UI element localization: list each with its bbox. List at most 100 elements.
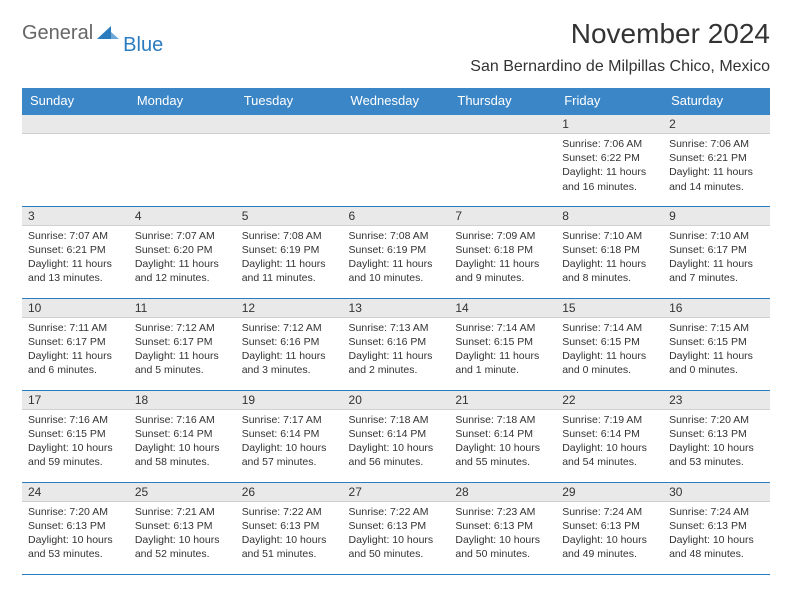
calendar-day-cell: 7Sunrise: 7:09 AMSunset: 6:18 PMDaylight…	[449, 206, 556, 298]
calendar-empty-cell	[449, 114, 556, 206]
calendar-day-cell: 8Sunrise: 7:10 AMSunset: 6:18 PMDaylight…	[556, 206, 663, 298]
calendar-day-cell: 6 Sunrise: 7:08 AMSunset: 6:19 PMDaylight…	[343, 206, 450, 298]
day-number: 6	[343, 207, 450, 226]
day-detail-line: Sunrise: 7:16 AM	[28, 413, 123, 427]
day-detail-line: Sunset: 6:14 PM	[455, 427, 550, 441]
logo-text-gray: General	[22, 22, 93, 45]
day-details	[449, 134, 556, 194]
calendar-day-cell: 25Sunrise: 7:21 AMSunset: 6:13 PMDayligh…	[129, 482, 236, 574]
day-details: Sunrise: 7:07 AMSunset: 6:20 PMDaylight:…	[129, 226, 236, 290]
day-header: Friday	[556, 88, 663, 114]
page-header: General Blue November 2024 San Bernardin…	[22, 18, 770, 76]
day-details: Sunrise: 7:10 AMSunset: 6:18 PMDaylight:…	[556, 226, 663, 290]
day-detail-line: Daylight: 11 hours and 14 minutes.	[669, 165, 764, 193]
day-details: Sunrise: 7:14 AMSunset: 6:15 PMDaylight:…	[449, 318, 556, 382]
day-detail-line: Sunset: 6:13 PM	[349, 519, 444, 533]
day-details: Sunrise: 7:17 AMSunset: 6:14 PMDaylight:…	[236, 410, 343, 474]
day-detail-line: Daylight: 11 hours and 8 minutes.	[562, 257, 657, 285]
calendar-week-row: 17Sunrise: 7:16 AMSunset: 6:15 PMDayligh…	[22, 390, 770, 482]
calendar-day-cell: 9Sunrise: 7:10 AMSunset: 6:17 PMDaylight…	[663, 206, 770, 298]
day-detail-line: Sunrise: 7:07 AM	[28, 229, 123, 243]
day-number: 5	[236, 207, 343, 226]
day-detail-line: Sunrise: 7:22 AM	[242, 505, 337, 519]
calendar-day-cell: 28Sunrise: 7:23 AMSunset: 6:13 PMDayligh…	[449, 482, 556, 574]
day-number: 1	[556, 115, 663, 134]
day-detail-line: Sunrise: 7:20 AM	[28, 505, 123, 519]
calendar-day-cell: 5Sunrise: 7:08 AMSunset: 6:19 PMDaylight…	[236, 206, 343, 298]
day-detail-line: Daylight: 10 hours and 52 minutes.	[135, 533, 230, 561]
day-detail-line: Daylight: 10 hours and 55 minutes.	[455, 441, 550, 469]
day-detail-line: Sunset: 6:18 PM	[562, 243, 657, 257]
day-detail-line: Sunset: 6:14 PM	[135, 427, 230, 441]
day-detail-line: Sunrise: 7:21 AM	[135, 505, 230, 519]
day-detail-line: Sunrise: 7:15 AM	[669, 321, 764, 335]
day-detail-line: Sunrise: 7:24 AM	[562, 505, 657, 519]
day-detail-line: Sunset: 6:19 PM	[349, 243, 444, 257]
day-detail-line: Sunrise: 7:18 AM	[349, 413, 444, 427]
day-detail-line: Sunset: 6:13 PM	[669, 519, 764, 533]
calendar-day-cell: 4Sunrise: 7:07 AMSunset: 6:20 PMDaylight…	[129, 206, 236, 298]
day-detail-line: Sunrise: 7:16 AM	[135, 413, 230, 427]
day-number: 23	[663, 391, 770, 410]
calendar-day-cell: 16Sunrise: 7:15 AMSunset: 6:15 PMDayligh…	[663, 298, 770, 390]
day-header: Thursday	[449, 88, 556, 114]
day-detail-line: Daylight: 10 hours and 57 minutes.	[242, 441, 337, 469]
day-detail-line: Sunrise: 7:09 AM	[455, 229, 550, 243]
day-number: 24	[22, 483, 129, 502]
day-detail-line: Sunrise: 7:08 AM	[349, 229, 444, 243]
day-details: Sunrise: 7:14 AMSunset: 6:15 PMDaylight:…	[556, 318, 663, 382]
day-number: 22	[556, 391, 663, 410]
calendar-day-cell: 18Sunrise: 7:16 AMSunset: 6:14 PMDayligh…	[129, 390, 236, 482]
day-detail-line: Sunset: 6:16 PM	[349, 335, 444, 349]
day-detail-line: Sunset: 6:20 PM	[135, 243, 230, 257]
day-details	[22, 134, 129, 194]
day-detail-line: Sunrise: 7:12 AM	[135, 321, 230, 335]
day-number: 4	[129, 207, 236, 226]
day-number: 28	[449, 483, 556, 502]
day-number: 20	[343, 391, 450, 410]
day-details: Sunrise: 7:20 AMSunset: 6:13 PMDaylight:…	[22, 502, 129, 566]
day-detail-line: Daylight: 10 hours and 56 minutes.	[349, 441, 444, 469]
calendar-day-cell: 27Sunrise: 7:22 AMSunset: 6:13 PMDayligh…	[343, 482, 450, 574]
day-detail-line: Daylight: 10 hours and 59 minutes.	[28, 441, 123, 469]
day-detail-line: Daylight: 10 hours and 53 minutes.	[669, 441, 764, 469]
calendar-day-cell: 2Sunrise: 7:06 AMSunset: 6:21 PMDaylight…	[663, 114, 770, 206]
day-number: 27	[343, 483, 450, 502]
day-detail-line: Daylight: 11 hours and 10 minutes.	[349, 257, 444, 285]
day-details: Sunrise: 7:16 AMSunset: 6:15 PMDaylight:…	[22, 410, 129, 474]
calendar-week-row: 1Sunrise: 7:06 AMSunset: 6:22 PMDaylight…	[22, 114, 770, 206]
calendar-day-cell: 30Sunrise: 7:24 AMSunset: 6:13 PMDayligh…	[663, 482, 770, 574]
calendar-day-cell: 13Sunrise: 7:13 AMSunset: 6:16 PMDayligh…	[343, 298, 450, 390]
month-title: November 2024	[470, 18, 770, 50]
day-details: Sunrise: 7:23 AMSunset: 6:13 PMDaylight:…	[449, 502, 556, 566]
day-header: Wednesday	[343, 88, 450, 114]
day-details: Sunrise: 7:10 AMSunset: 6:17 PMDaylight:…	[663, 226, 770, 290]
calendar-day-cell: 23Sunrise: 7:20 AMSunset: 6:13 PMDayligh…	[663, 390, 770, 482]
day-detail-line: Sunset: 6:17 PM	[669, 243, 764, 257]
day-detail-line: Daylight: 11 hours and 0 minutes.	[562, 349, 657, 377]
day-detail-line: Sunset: 6:13 PM	[242, 519, 337, 533]
day-detail-line: Sunset: 6:16 PM	[242, 335, 337, 349]
day-detail-line: Sunrise: 7:17 AM	[242, 413, 337, 427]
day-detail-line: Sunset: 6:15 PM	[455, 335, 550, 349]
day-detail-line: Daylight: 11 hours and 12 minutes.	[135, 257, 230, 285]
calendar-day-cell: 3Sunrise: 7:07 AMSunset: 6:21 PMDaylight…	[22, 206, 129, 298]
calendar-empty-cell	[343, 114, 450, 206]
day-detail-line: Sunset: 6:14 PM	[562, 427, 657, 441]
calendar-day-cell: 20Sunrise: 7:18 AMSunset: 6:14 PMDayligh…	[343, 390, 450, 482]
calendar-day-cell: 1Sunrise: 7:06 AMSunset: 6:22 PMDaylight…	[556, 114, 663, 206]
day-detail-line: Sunrise: 7:14 AM	[455, 321, 550, 335]
day-details	[236, 134, 343, 194]
day-header: Monday	[129, 88, 236, 114]
day-details: Sunrise: 7:13 AMSunset: 6:16 PMDaylight:…	[343, 318, 450, 382]
calendar-body: 1Sunrise: 7:06 AMSunset: 6:22 PMDaylight…	[22, 114, 770, 574]
calendar-day-cell: 19Sunrise: 7:17 AMSunset: 6:14 PMDayligh…	[236, 390, 343, 482]
calendar-day-cell: 24Sunrise: 7:20 AMSunset: 6:13 PMDayligh…	[22, 482, 129, 574]
day-detail-line: Sunset: 6:13 PM	[669, 427, 764, 441]
calendar-header-row: SundayMondayTuesdayWednesdayThursdayFrid…	[22, 88, 770, 114]
day-number: 15	[556, 299, 663, 318]
day-detail-line: Sunrise: 7:07 AM	[135, 229, 230, 243]
day-detail-line: Sunset: 6:22 PM	[562, 151, 657, 165]
day-header: Sunday	[22, 88, 129, 114]
day-number: 8	[556, 207, 663, 226]
